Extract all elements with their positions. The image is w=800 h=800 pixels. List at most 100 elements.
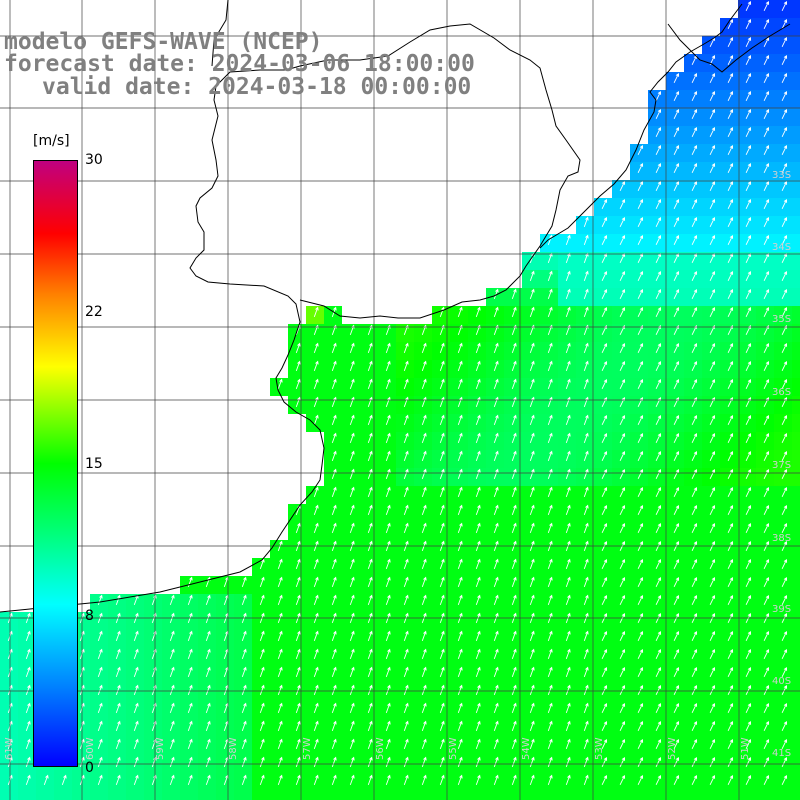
wind-speed-cell [108,792,126,800]
wind-arrow [583,234,589,246]
wind-arrow [529,450,535,462]
wind-arrow [493,504,499,516]
wind-arrow [781,774,788,785]
wind-arrow [691,756,698,767]
wind-arrow [457,468,463,480]
wind-arrow [529,738,535,750]
wind-arrow [673,450,680,461]
wind-arrow [529,486,535,498]
lat-label: 36S [772,387,791,398]
wind-arrow [25,648,31,660]
wind-arrow [709,360,716,371]
wind-arrow [97,630,103,642]
wind-arrow [133,774,139,786]
wind-arrow [295,738,301,750]
wind-arrow [673,756,680,767]
wind-arrow [619,234,626,245]
lat-label: 39S [772,604,791,615]
wind-arrow [745,216,752,227]
wind-arrow [655,666,662,677]
wind-arrow [745,18,752,29]
wind-speed-cell [792,54,800,72]
wind-arrow [691,198,698,209]
wind-arrow [475,648,481,660]
wind-speed-cell [324,792,342,800]
wind-arrow [529,414,535,426]
wind-speed-cell [792,774,800,792]
wind-arrow [709,108,716,119]
wind-arrow [691,144,698,155]
wind-arrow [403,756,409,768]
wind-speed-cell [90,792,108,800]
wind-arrow [781,270,788,281]
wind-arrow [313,342,319,354]
wind-arrow [709,684,716,695]
wind-arrow [673,594,680,605]
wind-arrow [565,252,571,264]
wind-arrow [277,558,283,570]
wind-arrow [781,180,788,191]
wind-speed-cell [594,792,612,800]
wind-arrow [619,414,626,425]
wind-arrow [277,378,283,390]
wind-arrow [457,684,463,696]
wind-arrow [763,288,770,299]
wind-arrow [619,270,626,281]
wind-arrow [205,702,211,714]
wind-arrow [673,468,680,479]
wind-arrow [673,198,680,209]
wind-arrow [493,684,499,696]
wind-speed-cell [18,792,36,800]
wind-arrow [385,414,391,426]
wind-arrow [763,54,770,65]
wind-arrow [781,450,788,461]
wind-arrow [727,198,734,209]
coastline [0,0,791,613]
wind-arrow [763,558,770,569]
wind-arrow [745,288,752,299]
wind-arrow [511,486,517,498]
wind-speed-cell [270,792,288,800]
wind-arrow [565,306,571,318]
wind-arrow [745,702,752,713]
wind-arrow [655,720,662,731]
wind-arrow [673,216,680,227]
wind-arrow [421,360,427,372]
wind-arrow [367,774,373,786]
wind-arrow [331,378,337,390]
wind-arrow [637,594,644,605]
wind-arrow [781,126,788,137]
wind-arrow [295,774,301,786]
wind-arrow [763,378,770,389]
wind-arrow [709,504,716,515]
wind-speed-cell [792,702,800,720]
wind-arrow [241,720,247,732]
wind-arrow [475,360,481,372]
wind-arrow [781,18,788,29]
wind-arrow [169,702,175,714]
wind-arrow [25,720,31,732]
wind-arrow [655,576,662,587]
wind-arrow [727,666,734,677]
wind-arrow [493,576,499,588]
wind-speed-cell [792,522,800,540]
wind-arrow [619,216,626,227]
wind-arrow [727,180,734,191]
wind-arrow [421,684,427,696]
wind-arrow [763,198,770,209]
wind-arrow [349,630,355,642]
wind-arrow [727,162,734,173]
wind-arrow [565,720,571,732]
wind-arrow [403,468,409,480]
wind-arrow [403,558,409,570]
wind-arrow [655,216,662,227]
wind-arrow [331,702,337,714]
wind-arrow [295,522,301,534]
wind-arrow [601,198,608,209]
wind-speed-cell [0,792,18,800]
wind-arrow [655,414,662,425]
wind-arrow [745,72,752,83]
wind-arrow [619,288,626,299]
